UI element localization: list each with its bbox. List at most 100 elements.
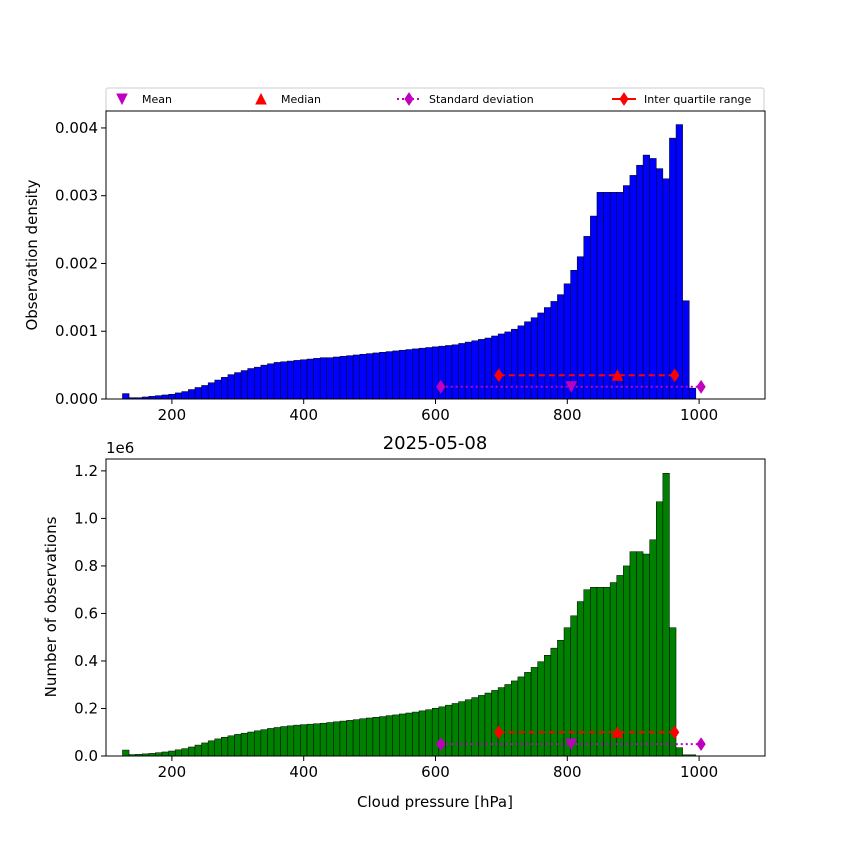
- histogram-bar: [603, 192, 611, 400]
- y-tick-label: 0.001: [55, 322, 98, 340]
- histogram-bar: [636, 164, 644, 400]
- histogram-bar: [207, 740, 215, 757]
- histogram-bar: [319, 357, 328, 400]
- histogram-bar: [267, 728, 275, 757]
- histogram-bar: [161, 394, 169, 400]
- histogram-bar: [464, 341, 472, 400]
- histogram-bar: [122, 749, 130, 757]
- histogram-bar: [418, 710, 426, 757]
- histogram-bar: [471, 697, 479, 757]
- histogram-bar: [306, 358, 314, 400]
- histogram-bar: [352, 354, 360, 400]
- histogram-bar: [168, 394, 176, 400]
- histogram-bar: [596, 192, 604, 400]
- bottom-panel: 200 400 600 800 1000 0.0 0.2 0.4 0.6 0.8 1.0 1.2 1…: [42, 439, 766, 811]
- histogram-bar: [609, 192, 617, 400]
- x-tick-label: 600: [421, 406, 450, 424]
- legend-label: Inter quartile range: [644, 93, 751, 106]
- histogram-bar: [662, 178, 670, 400]
- histogram-bar: [227, 735, 235, 757]
- y-tick-label: 0.6: [74, 604, 98, 622]
- histogram-bar: [557, 294, 565, 400]
- histogram-bar: [286, 360, 295, 400]
- histogram-bar: [425, 347, 433, 400]
- histogram-bar: [247, 368, 255, 400]
- bottom-y-axis-label: Number of observations: [42, 516, 60, 697]
- histogram-bar: [339, 720, 347, 757]
- histogram-bar: [168, 750, 176, 757]
- x-tick-label: 1000: [680, 406, 718, 424]
- y-tick-label: 1.0: [74, 509, 98, 527]
- histogram-bar: [425, 709, 433, 757]
- histogram-bar: [517, 325, 525, 400]
- histogram-bar: [583, 589, 591, 757]
- histogram-bar: [431, 346, 440, 400]
- histogram-bar: [234, 734, 242, 757]
- histogram-bar: [675, 124, 683, 400]
- histogram-bar: [491, 690, 499, 757]
- y-tick-label: 0.8: [74, 557, 98, 575]
- std-marker: [436, 379, 446, 394]
- histogram-bar: [636, 551, 644, 757]
- histogram-bar: [550, 647, 558, 757]
- histogram-bar: [260, 364, 268, 400]
- histogram-bar: [504, 684, 512, 757]
- histogram-bar: [273, 362, 281, 400]
- histogram-bar: [649, 158, 657, 400]
- histogram-bar: [181, 748, 189, 757]
- x-axis-label: Cloud pressure [hPa]: [357, 793, 513, 811]
- x-tick-label: 800: [553, 406, 582, 424]
- histogram-bar: [366, 353, 374, 400]
- histogram-bar: [623, 185, 631, 400]
- histogram-bar: [214, 738, 222, 757]
- histogram-bar: [458, 701, 466, 757]
- histogram-bar: [669, 137, 677, 400]
- histogram-bar: [122, 393, 130, 400]
- histogram-bar: [221, 736, 229, 757]
- histogram-bar: [207, 382, 215, 400]
- histogram-bar: [379, 716, 387, 757]
- histogram-bar: [405, 349, 413, 400]
- legend-marker: [619, 92, 629, 106]
- y-tick-label: 0.004: [55, 119, 98, 137]
- median-marker: [611, 369, 624, 381]
- histogram-bar: [333, 356, 341, 400]
- histogram-bar: [333, 721, 341, 757]
- histogram-bar: [431, 707, 440, 757]
- figure-title: 2025-05-08: [383, 433, 488, 454]
- histogram-bar: [418, 347, 426, 400]
- y-tick-label: 0.2: [74, 699, 98, 717]
- y-tick-label: 0.002: [55, 254, 98, 272]
- histogram-bar: [201, 385, 209, 400]
- histogram-bar: [484, 337, 492, 400]
- histogram-bar: [629, 551, 637, 757]
- legend-item: Inter quartile range: [612, 92, 751, 106]
- histogram-bar: [300, 359, 308, 400]
- histogram-bar: [484, 692, 492, 757]
- histogram-bar: [570, 269, 578, 400]
- histogram-bar: [313, 358, 321, 400]
- histogram-bar: [392, 350, 400, 400]
- std-marker: [696, 379, 706, 394]
- histogram-bar: [550, 301, 558, 400]
- histogram-bar: [352, 719, 360, 757]
- median-marker: [611, 726, 624, 738]
- histogram-bar: [445, 345, 453, 400]
- histogram-bar: [464, 699, 472, 757]
- histogram-bar: [497, 687, 505, 757]
- histogram-bar: [366, 717, 374, 757]
- histogram-bar: [596, 587, 604, 757]
- top-y-axis-label: Observation density: [23, 179, 41, 330]
- histogram-bar: [649, 539, 657, 757]
- histogram-bar: [471, 340, 479, 400]
- histogram-bar: [174, 749, 183, 757]
- histogram-bar: [590, 215, 598, 400]
- histogram-bar: [511, 328, 519, 400]
- y-tick-label: 0.000: [55, 390, 98, 408]
- histogram-bar: [603, 587, 611, 757]
- histogram-bar: [385, 715, 393, 757]
- histogram-bar: [280, 361, 288, 400]
- legend: Mean Median Standard deviation Inter quarti…: [105, 87, 765, 112]
- x-tick-label: 400: [289, 406, 318, 424]
